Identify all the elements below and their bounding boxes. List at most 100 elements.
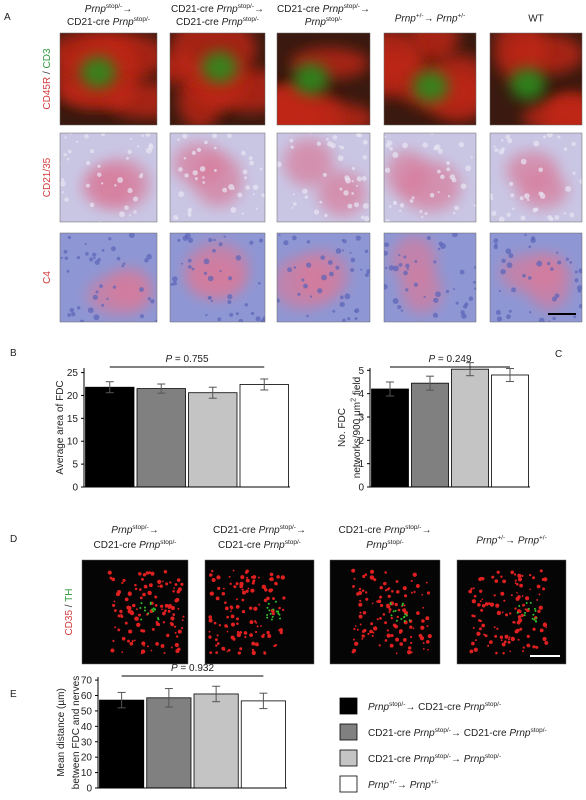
text-segment: CD21-cre — [171, 4, 217, 15]
speck — [157, 618, 160, 621]
speck — [212, 133, 218, 139]
speck — [515, 628, 520, 633]
micrograph-border — [59, 232, 158, 323]
speck — [403, 604, 406, 607]
speck — [147, 612, 150, 615]
speck — [216, 634, 219, 637]
speck — [329, 271, 334, 277]
speck — [99, 284, 103, 288]
text-segment: / — [42, 68, 53, 76]
speck — [226, 630, 229, 633]
micrograph — [276, 132, 371, 223]
speck — [469, 649, 474, 654]
speck — [151, 608, 154, 611]
text-segment: stop/- — [106, 3, 122, 10]
speck — [399, 642, 404, 646]
stain — [522, 99, 582, 125]
speck — [213, 146, 217, 150]
speck — [89, 257, 94, 262]
speck — [409, 199, 414, 203]
micrograph-border — [329, 559, 441, 665]
text-segment: → — [505, 536, 518, 547]
text-segment: stop/- — [285, 539, 301, 546]
text-segment: stop/- — [389, 701, 405, 708]
speck — [495, 309, 501, 315]
speck — [392, 610, 395, 613]
speck — [66, 157, 70, 161]
speck — [500, 639, 503, 642]
speck — [529, 588, 531, 591]
speck — [388, 608, 392, 611]
speck — [501, 258, 506, 264]
text-segment: = 0.932 — [178, 663, 215, 674]
text-segment: Prnp — [384, 525, 406, 536]
micrograph — [276, 32, 371, 126]
speck — [507, 638, 511, 641]
speck — [241, 588, 244, 591]
speck — [495, 651, 498, 655]
micrograph-content — [490, 233, 582, 322]
speck — [539, 628, 544, 633]
text-segment: +/- — [497, 535, 505, 542]
speck — [518, 604, 521, 607]
speck — [213, 169, 217, 172]
y-tick-label: 50 — [81, 706, 93, 717]
speck — [525, 601, 528, 604]
speck — [138, 572, 142, 576]
text-segment: / — [64, 602, 75, 610]
speck — [420, 625, 425, 630]
speck — [525, 596, 530, 601]
speck — [222, 187, 228, 193]
speck — [357, 590, 363, 596]
speck — [241, 609, 246, 614]
speck — [219, 269, 222, 273]
speck — [85, 251, 89, 256]
speck — [382, 613, 386, 616]
speck — [224, 601, 227, 605]
speck — [97, 164, 101, 168]
speck — [510, 636, 516, 642]
speck — [424, 212, 428, 216]
speck — [245, 569, 249, 573]
row-label: CD45R / CD3 — [42, 48, 53, 110]
micrograph-content — [60, 233, 157, 322]
micrograph — [329, 559, 441, 665]
speck — [120, 615, 124, 618]
stain — [500, 254, 564, 293]
speck — [395, 580, 399, 583]
legend-label: CD21-cre Prnpstop/-→ CD21-cre Prnpstop/- — [368, 727, 547, 739]
speck — [172, 276, 178, 282]
speck — [226, 625, 229, 628]
speck — [122, 578, 126, 582]
speck — [66, 269, 70, 273]
stain — [201, 51, 238, 84]
text-segment: P — [165, 354, 172, 365]
text-segment: Prnp — [366, 540, 388, 551]
speck — [528, 245, 532, 249]
speck — [521, 595, 524, 597]
speck — [517, 595, 521, 599]
text-segment: Prnp — [509, 728, 531, 739]
speck — [522, 273, 526, 278]
speck — [174, 642, 179, 648]
speck — [258, 282, 261, 285]
speck — [172, 281, 178, 286]
speck — [362, 574, 366, 579]
speck — [370, 569, 374, 574]
speck — [99, 220, 102, 222]
speck — [522, 603, 526, 607]
speck — [67, 235, 72, 240]
text-segment: WT — [528, 14, 544, 25]
error-bar — [164, 688, 173, 708]
speck — [147, 297, 151, 301]
speck — [167, 609, 171, 613]
speck — [260, 625, 262, 627]
text-segment: TH — [64, 588, 75, 601]
speck — [124, 205, 129, 211]
speck — [221, 646, 226, 651]
speck — [554, 215, 560, 220]
speck — [230, 635, 235, 640]
speck — [228, 276, 233, 281]
speck — [203, 271, 208, 276]
speck — [217, 317, 222, 322]
